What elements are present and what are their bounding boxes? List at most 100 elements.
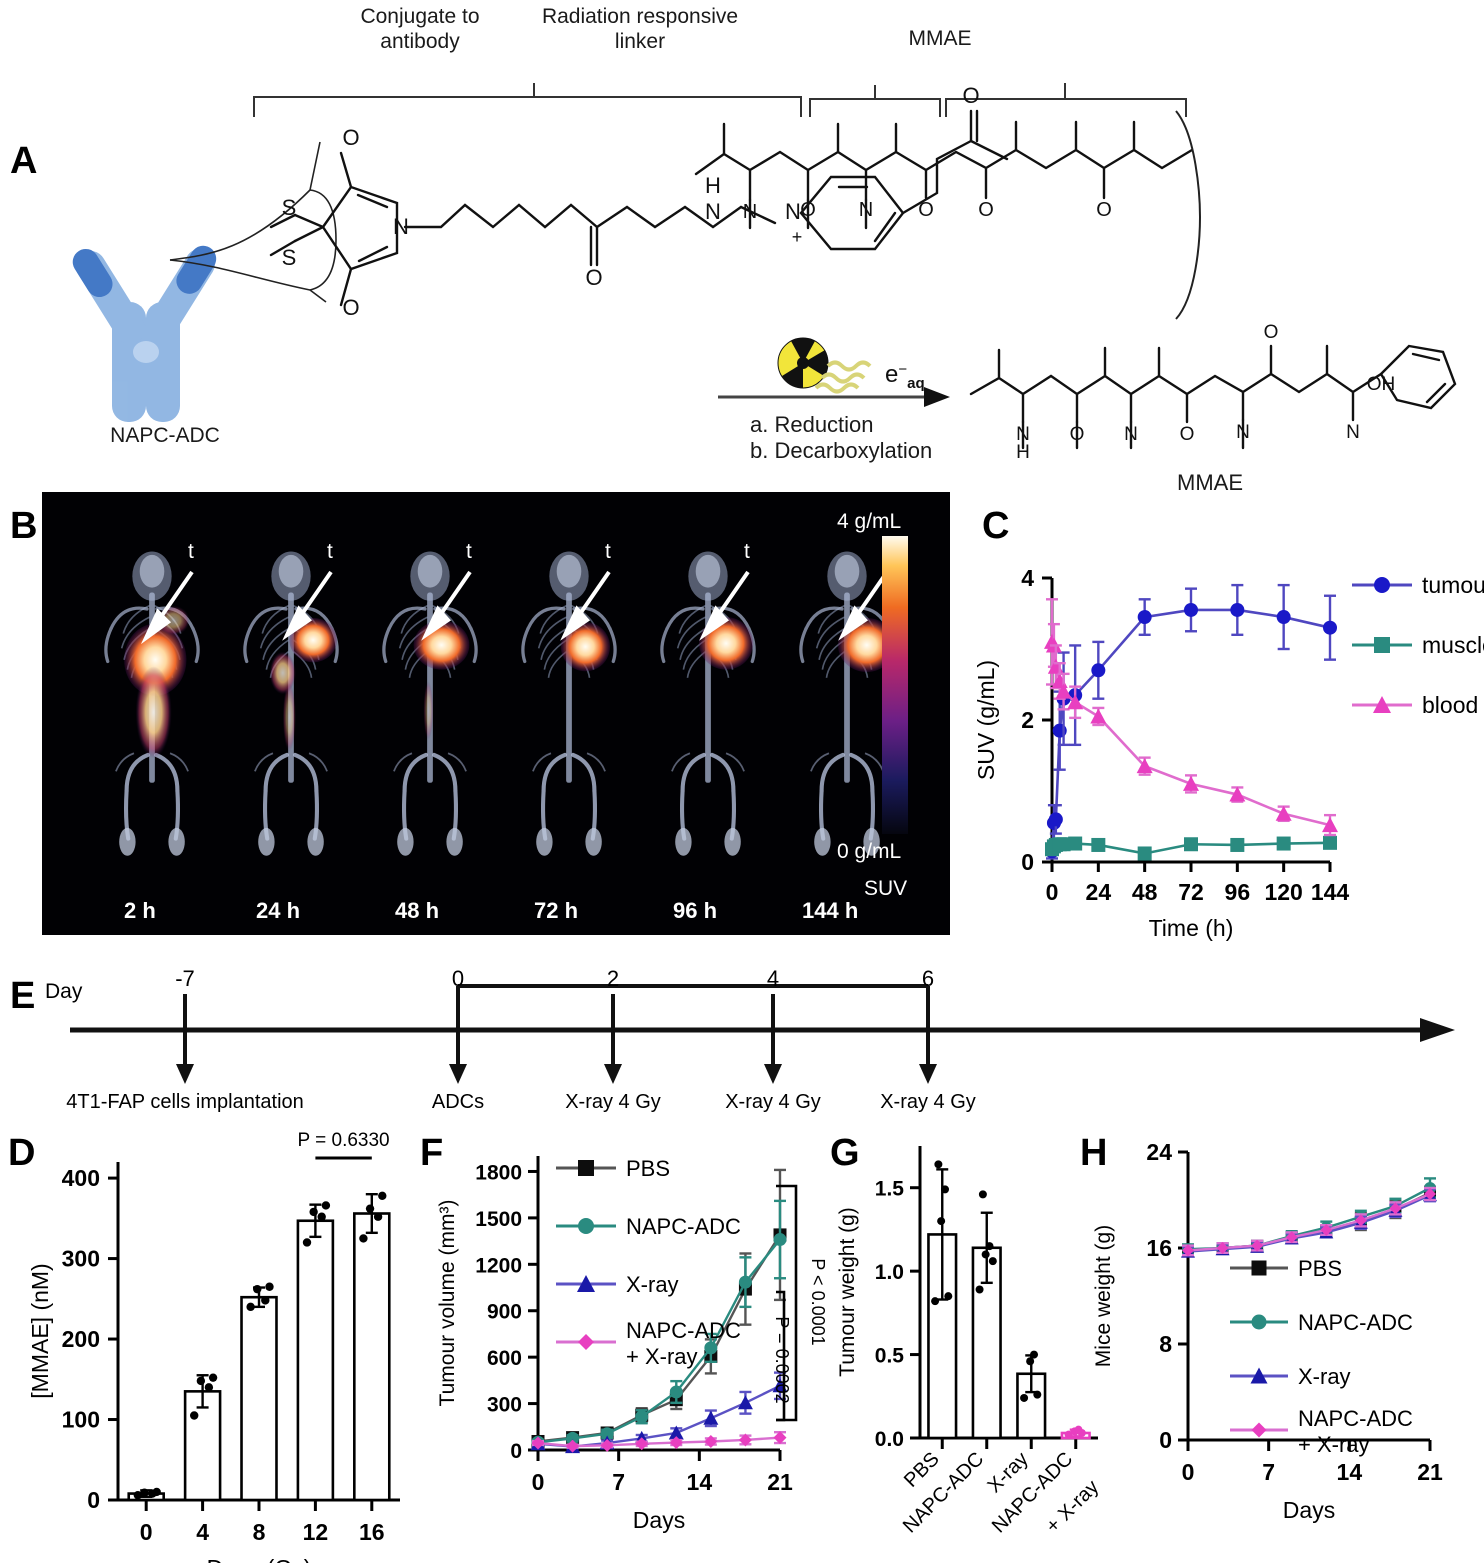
legend-label-X-ray: X-ray [1298, 1364, 1351, 1389]
t-marker-0: t [188, 540, 194, 563]
x-tick-144: 144 [1311, 879, 1350, 905]
x-tick-0: 0 [532, 1469, 545, 1495]
bar-2 [1016, 1350, 1047, 1440]
data-point-marker [1276, 836, 1291, 851]
t-marker-2: t [466, 540, 472, 563]
legend-label-NAPC-ADC + X-ray-l1: NAPC-ADC [1298, 1406, 1413, 1431]
x-tick-48: 48 [1132, 879, 1158, 905]
panel-h-chart: 0 8 16 24 0 7 14 21 Days Mice weight (g) PBS NAPC-A… [1070, 1120, 1484, 1563]
timeline-event-0: 4T1-FAP cells implantation [66, 1091, 304, 1113]
bracket-label-conjugate: Conjugate to antibody [300, 4, 540, 54]
p-value-label: P = 0.6330 [298, 1130, 390, 1151]
svg-text:OH: OH [1367, 374, 1396, 395]
legend [1352, 577, 1412, 713]
atom-label-O4: O [962, 83, 979, 108]
axes [1178, 1150, 1432, 1451]
scale-max-label: 4 g/mL [837, 510, 902, 533]
timeline-day-4: 6 [922, 966, 934, 991]
scatter-point [253, 1284, 262, 1294]
panel-b-letter: B [10, 505, 37, 547]
scatter-point [365, 1204, 375, 1213]
data-point-marker [1251, 1260, 1267, 1276]
scatter-point [978, 1190, 987, 1199]
legend-label-muscle: muscle [1422, 632, 1484, 658]
data-point-marker [1322, 817, 1338, 833]
scale-unit-label: SUV [864, 877, 908, 900]
timeline-axis [70, 1018, 1455, 1042]
scatter-point [934, 1160, 943, 1169]
svg-text:O: O [918, 199, 934, 221]
p-value-top: P < 0.0001 [808, 1258, 828, 1345]
panel-g-letter: G [830, 1132, 860, 1174]
legend-label-NAPC-ADC: NAPC-ADC [626, 1214, 741, 1239]
atom-label-N3: N [705, 199, 721, 224]
x-tick-72: 72 [1178, 879, 1204, 905]
closing-bracket [1175, 110, 1202, 320]
p-value-bottom: P = 0.0002 [772, 1316, 792, 1403]
series-tumour [1045, 583, 1337, 860]
reaction-arrow [718, 387, 950, 407]
bracket-label-conjugate-l1: Conjugate to [360, 5, 480, 28]
timepoint-3: 72 h [534, 898, 579, 923]
data-point-marker [1182, 1244, 1194, 1257]
data-point-marker [1389, 1202, 1402, 1215]
scatter-point [302, 1238, 312, 1247]
timeline-arrow-4 [919, 994, 937, 1084]
y-tick-200: 200 [62, 1326, 100, 1352]
scatter-point [246, 1302, 255, 1312]
timeline-arrow-3 [764, 994, 782, 1084]
scatter-point [359, 1234, 368, 1243]
data-point-marker [1068, 836, 1083, 851]
data-point-marker [1374, 637, 1390, 653]
t-marker-4: t [744, 540, 750, 563]
timeline-day-1: 0 [452, 966, 464, 991]
y-tick-400: 400 [62, 1165, 100, 1191]
data-point-marker [1251, 1314, 1267, 1330]
y-axis-label: [MMAE] (nM) [27, 1263, 53, 1398]
legend-label-NAPC-ADC: NAPC-ADC [1298, 1310, 1413, 1335]
bar-0 [127, 1487, 165, 1502]
x-tick-12: 12 [303, 1519, 329, 1545]
panel-e-timeline: Day -7 4T1-FAP cells implantation 0 ADCs 2 X-r… [0, 960, 1484, 1120]
scatter-point [133, 1490, 143, 1500]
timeline-arrow-1 [449, 994, 467, 1084]
chemical-structure-adc: O O N S S H N O N + O [269, 83, 1009, 320]
y-tick-0: 0 [510, 1440, 522, 1463]
data-point-marker [531, 1436, 545, 1450]
data-point-marker [1091, 663, 1106, 678]
panel-c-letter: C [982, 505, 1009, 547]
data-point-marker [600, 1427, 614, 1441]
timepoint-2: 48 h [395, 898, 440, 923]
svg-text:O: O [800, 199, 816, 221]
region-brackets [253, 83, 1187, 117]
x-tick-96: 96 [1225, 879, 1251, 905]
data-point-marker [1250, 1367, 1268, 1384]
data-point-marker [1136, 758, 1153, 774]
legend-label-NAPC-ADC + X-ray-l2: + X-ray [1298, 1432, 1370, 1457]
scatter-point [1033, 1390, 1042, 1399]
x-axis-label: Days [633, 1507, 685, 1533]
timeline-day-2: 2 [607, 966, 619, 991]
y-tick-1: 0.5 [875, 1345, 905, 1368]
legend [556, 1160, 616, 1350]
data-point-marker [1184, 602, 1198, 617]
x-tick-8: 8 [253, 1519, 266, 1545]
series-NAPC-ADC + X-ray [531, 1431, 787, 1453]
data-point-marker [1229, 786, 1246, 802]
scatter-point [261, 1296, 270, 1305]
bar-8 [240, 1282, 278, 1502]
y-tick-16: 16 [1146, 1235, 1172, 1261]
data-point-marker [578, 1334, 594, 1350]
data-point-marker [737, 1395, 753, 1410]
bracket-label-mmae: MMAE [810, 26, 1070, 51]
atom-label-N: N [393, 214, 409, 239]
scatter-point [152, 1487, 161, 1497]
bracket-label-linker-l2: linker [614, 30, 666, 54]
x-tick-14: 14 [1337, 1459, 1363, 1485]
data-point-marker [1424, 1188, 1436, 1200]
x-cat-1-0: NAPC-ADC [899, 1448, 988, 1537]
x-axis-label: Days [1283, 1497, 1335, 1523]
data-point-marker [1230, 602, 1245, 617]
significance-brackets [776, 1184, 798, 1422]
data-point-marker [1051, 672, 1068, 688]
